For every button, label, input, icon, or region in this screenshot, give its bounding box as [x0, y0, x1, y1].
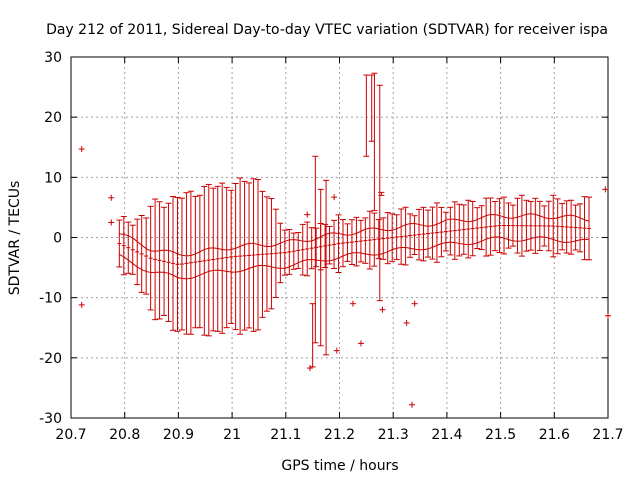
outlier-point: [408, 401, 415, 408]
y-tick-label: 20: [44, 110, 62, 126]
outlier-point: [304, 211, 311, 218]
x-tick-label: 21.2: [324, 427, 355, 443]
axes: 20.7 20.8 20.9 21 21.1 21.2 21.3 21.4 21.5 21.6 21…: [39, 50, 623, 443]
outlier-point: [108, 219, 115, 226]
outlier-point: [78, 301, 85, 308]
series-line-lower: [119, 236, 590, 280]
x-axis-label: GPS time / hours: [281, 458, 398, 474]
outlier-point: [379, 306, 386, 313]
outlier-point: [349, 300, 356, 307]
y-tick-label: -10: [39, 291, 62, 307]
outlier-point: [306, 365, 313, 372]
outlier-point: [333, 347, 340, 354]
outlier-point: [331, 194, 338, 201]
outlier-point: [403, 319, 410, 326]
y-tick-label: 0: [53, 231, 62, 247]
x-tick-label: 21.1: [270, 427, 301, 443]
y-tick-label: 30: [44, 50, 62, 66]
data-points: [78, 146, 611, 408]
series-line-upper: [119, 213, 590, 257]
y-tick-label: -30: [39, 411, 62, 427]
outlier-point: [411, 300, 418, 307]
band-lines: [119, 213, 590, 280]
grid: [71, 57, 608, 418]
chart-title: Day 212 of 2011, Sidereal Day-to-day VTE…: [46, 22, 608, 38]
outlier-point: [108, 194, 115, 201]
y-tick-label: -20: [39, 351, 62, 367]
x-tick-label: 21.4: [431, 427, 462, 443]
x-tick-label: 21: [223, 427, 241, 443]
x-tick-label: 21.7: [592, 427, 623, 443]
outlier-point: [602, 186, 609, 193]
x-tick-label: 20.8: [109, 427, 140, 443]
outlier-point: [605, 312, 611, 319]
x-tick-label: 21.3: [378, 427, 409, 443]
x-tick-label: 20.9: [163, 427, 194, 443]
outlier-point: [78, 146, 85, 153]
outlier-point: [357, 340, 364, 347]
x-tick-label: 21.5: [485, 427, 516, 443]
y-tick-label: 10: [44, 170, 62, 186]
x-tick-label: 20.7: [55, 427, 86, 443]
plot-border: [70, 56, 609, 419]
y-axis-label: SDTVAR / TECUs: [7, 181, 23, 296]
x-tick-label: 21.6: [539, 427, 570, 443]
